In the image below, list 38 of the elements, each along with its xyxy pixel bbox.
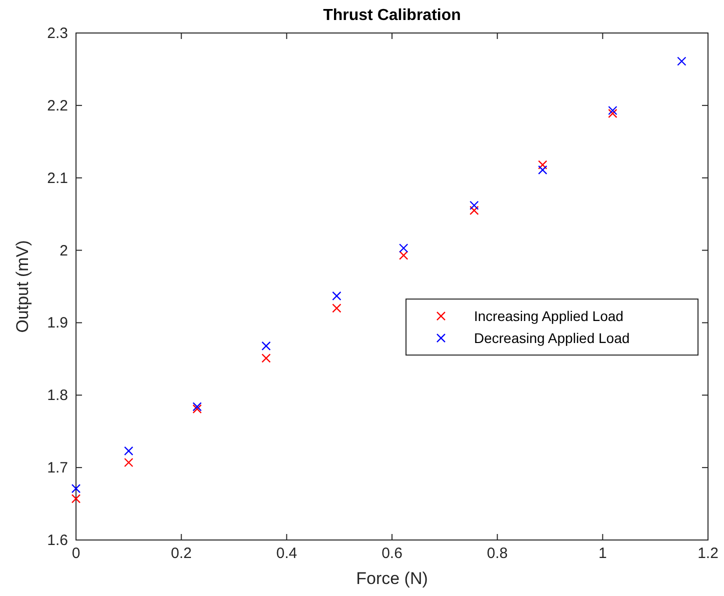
- x-axis-title: Force (N): [356, 569, 428, 588]
- legend-label: Decreasing Applied Load: [474, 330, 630, 346]
- point: [192, 404, 202, 414]
- point: [124, 446, 134, 456]
- point: [538, 165, 548, 174]
- x-tick-label: 1.2: [698, 545, 718, 562]
- point: [262, 341, 271, 350]
- point: [470, 206, 479, 216]
- point: [398, 250, 408, 260]
- point: [262, 354, 271, 363]
- x-tick-label: 0.4: [276, 545, 298, 562]
- x-tick-label: 0.2: [170, 545, 192, 562]
- point: [538, 160, 548, 170]
- y-tick-label: 2.1: [47, 170, 68, 187]
- y-tick-label: 2: [60, 242, 68, 260]
- point: [332, 291, 342, 301]
- point: [608, 108, 618, 118]
- x-tick-label: 0: [72, 545, 80, 562]
- chart-title: Thrust Calibration: [323, 7, 461, 24]
- y-tick-label: 1.8: [47, 387, 68, 404]
- y-tick-label: 1.9: [47, 314, 68, 332]
- y-tick-label: 2.2: [47, 97, 68, 114]
- y-axis-title: Output (mV): [13, 240, 32, 333]
- x-tick-label: 0.6: [382, 545, 402, 562]
- point: [332, 304, 342, 313]
- point: [608, 106, 618, 116]
- legend-label: Increasing Applied Load: [474, 308, 624, 324]
- y-tick-label: 1.6: [47, 532, 68, 549]
- point: [71, 494, 81, 504]
- x-tick-label: 0.8: [486, 545, 508, 562]
- x-tick-label: 1: [598, 545, 607, 562]
- y-tick-label: 1.7: [47, 460, 68, 477]
- point: [677, 56, 686, 66]
- point: [470, 200, 479, 210]
- point: [124, 458, 134, 468]
- point: [71, 484, 81, 494]
- point: [398, 244, 408, 253]
- y-tick-label: 2.3: [47, 25, 68, 42]
